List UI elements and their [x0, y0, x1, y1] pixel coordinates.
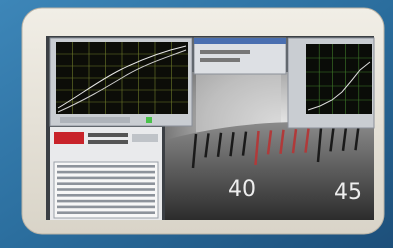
- scale-label: 40: [228, 177, 256, 202]
- header-text: [88, 133, 128, 137]
- table-row: [57, 211, 155, 214]
- dialog-titlebar: [194, 38, 286, 44]
- table-row: [57, 206, 155, 209]
- table-row: [57, 194, 155, 197]
- header-text: [88, 140, 128, 144]
- logo: [54, 132, 84, 144]
- dialog-text: [200, 58, 240, 62]
- table-row: [57, 177, 155, 180]
- toolbar: [60, 117, 130, 123]
- indicator: [146, 117, 152, 123]
- table-rows: [57, 165, 155, 214]
- table-row: [57, 171, 155, 174]
- table-row: [57, 182, 155, 185]
- dialog-text: [200, 50, 250, 54]
- button: [132, 134, 158, 142]
- scale-label: 45: [334, 180, 362, 205]
- table-row: [57, 165, 155, 168]
- table-row: [57, 200, 155, 203]
- page: 40 45 (() => { const data = JSON.parse(d…: [0, 0, 393, 248]
- scene: 40 45: [0, 0, 393, 248]
- chart-area: [306, 44, 372, 114]
- table-row: [57, 188, 155, 191]
